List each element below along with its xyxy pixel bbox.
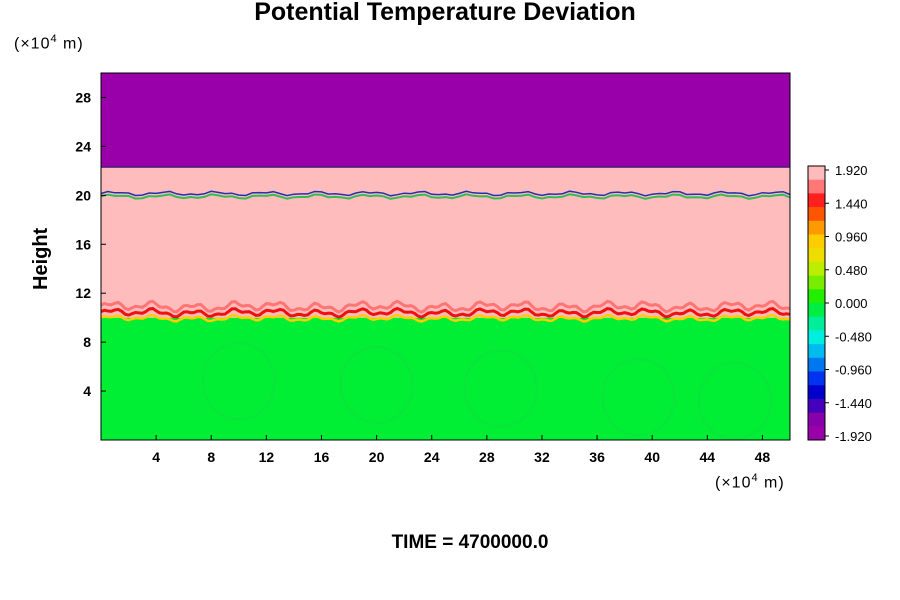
y-tick-label-3: 16 bbox=[75, 236, 91, 252]
x-tick-label-4: 20 bbox=[369, 449, 385, 465]
y-tick-label-4: 20 bbox=[75, 187, 91, 203]
colorbar-swatch-8 bbox=[808, 275, 825, 290]
colorbar-label-3: 0.480 bbox=[835, 263, 868, 278]
colorbar-swatch-11 bbox=[808, 316, 825, 331]
x-tick-label-3: 16 bbox=[314, 449, 330, 465]
x-tick-label-8: 36 bbox=[589, 449, 605, 465]
colorbar-swatch-6 bbox=[808, 248, 825, 263]
colorbar-label-6: -0.960 bbox=[835, 363, 872, 378]
colorbar-swatch-14 bbox=[808, 357, 825, 372]
colorbar-label-0: 1.920 bbox=[835, 163, 868, 178]
y-tick-label-1: 8 bbox=[83, 334, 91, 350]
eddy-3 bbox=[601, 358, 676, 437]
colorbar-label-2: 0.960 bbox=[835, 230, 868, 245]
x-tick-label-6: 28 bbox=[479, 449, 495, 465]
colorbar-swatch-2 bbox=[808, 193, 825, 208]
colorbar-swatch-13 bbox=[808, 344, 825, 359]
x-tick-label-1: 8 bbox=[207, 449, 215, 465]
colorbar-swatch-7 bbox=[808, 261, 825, 276]
upper-band-blue bbox=[100, 190, 791, 197]
eddy-1 bbox=[339, 345, 414, 424]
x-tick-label-10: 44 bbox=[700, 449, 716, 465]
y-tick-label-2: 12 bbox=[75, 285, 91, 301]
colorbar-swatch-0 bbox=[808, 166, 825, 181]
x-tick-label-2: 12 bbox=[259, 449, 275, 465]
eddy-2 bbox=[463, 349, 538, 428]
heat-layer-1 bbox=[101, 167, 790, 318]
colorbar-swatch-17 bbox=[808, 398, 825, 413]
y-tick-label-6: 28 bbox=[75, 89, 91, 105]
colorbar-label-7: -1.440 bbox=[835, 396, 872, 411]
eddy-0 bbox=[201, 342, 276, 421]
colorbar-swatch-10 bbox=[808, 303, 825, 318]
colorbar-label-8: -1.920 bbox=[835, 429, 872, 444]
colorbar-label-4: 0.000 bbox=[835, 296, 868, 311]
x-tick-label-9: 40 bbox=[644, 449, 660, 465]
colorbar-swatch-1 bbox=[808, 179, 825, 194]
colorbar-swatch-12 bbox=[808, 330, 825, 345]
colorbar-swatch-18 bbox=[808, 412, 825, 427]
x-tick-label-7: 32 bbox=[534, 449, 550, 465]
x-tick-label-0: 4 bbox=[152, 449, 160, 465]
eddy-4 bbox=[697, 361, 772, 440]
plot-frame bbox=[100, 72, 791, 441]
heat-layer-2 bbox=[101, 73, 790, 168]
y-tick-label-0: 4 bbox=[83, 383, 91, 399]
interface-band-red-light bbox=[100, 299, 791, 314]
chart-title: Potential Temperature Deviation bbox=[254, 0, 636, 26]
colorbar-swatch-9 bbox=[808, 289, 825, 304]
colorbar-swatch-15 bbox=[808, 371, 825, 386]
x-tick-label-11: 48 bbox=[755, 449, 771, 465]
colorbar-swatch-16 bbox=[808, 385, 825, 400]
colorbar-label-1: 1.440 bbox=[835, 196, 868, 211]
colorbar-swatch-5 bbox=[808, 234, 825, 249]
time-label: TIME = 4700000.0 bbox=[391, 532, 549, 553]
colorbar-swatch-3 bbox=[808, 207, 825, 222]
heat-layer-0 bbox=[101, 317, 790, 440]
x-axis-unit: (×104 m) bbox=[715, 472, 785, 492]
interface-band-yellow bbox=[100, 313, 791, 323]
interface-band-red bbox=[100, 306, 791, 319]
y-axis-unit: (×104 m) bbox=[14, 33, 84, 53]
y-tick-label-5: 24 bbox=[75, 138, 91, 154]
upper-band-green bbox=[100, 193, 791, 200]
colorbar-swatch-4 bbox=[808, 220, 825, 235]
x-tick-label-5: 24 bbox=[424, 449, 440, 465]
colorbar-swatch-19 bbox=[808, 426, 825, 441]
colorbar-label-5: -0.480 bbox=[835, 329, 872, 344]
